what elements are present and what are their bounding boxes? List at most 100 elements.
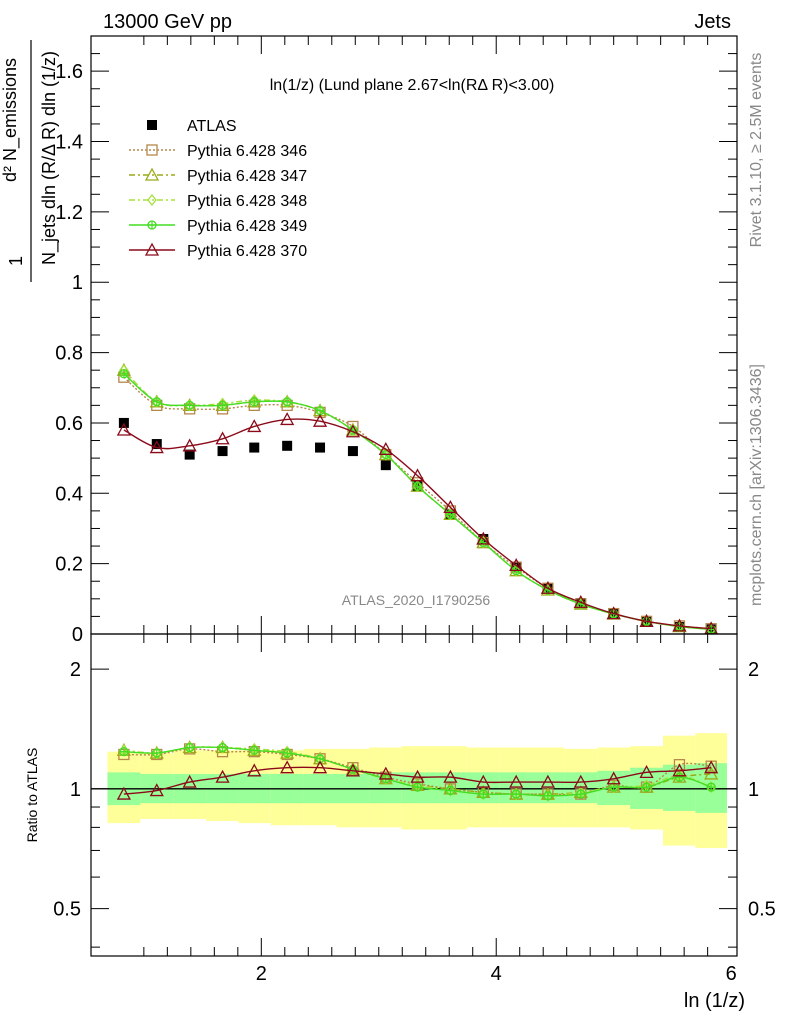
- series-4-point-6: [312, 760, 328, 774]
- series-5-point-15: [606, 606, 621, 620]
- series-4-point-12: [509, 774, 524, 788]
- legend-marker-5: [144, 242, 160, 256]
- series-5-line: [123, 418, 712, 630]
- series-5-point-0: [116, 422, 131, 436]
- marker-cross: [119, 369, 128, 378]
- series-2-point-7: [348, 763, 358, 776]
- series-5-point-2: [182, 438, 197, 452]
- series-4-point-5: [280, 760, 295, 774]
- x-axis-label: ln (1/z): [684, 990, 745, 1012]
- legend-entry-3: Pythia 6.428 348: [129, 193, 307, 210]
- marker-cross: [250, 397, 259, 406]
- ratio-plot: Ratio to ATLAS ln (1/z) 0.5 0.5 1 1 2 2 2 4 6: [24, 633, 776, 1012]
- main-y-tick-label: 0: [72, 624, 83, 646]
- ratio-y-tick-label-right: 1: [748, 779, 759, 801]
- series-2-point-3: [217, 741, 228, 754]
- series-0-point-5: [282, 440, 293, 451]
- series-3-line: [123, 369, 712, 631]
- series-1-point-18: [704, 766, 719, 780]
- ratio-y-tick-label-left: 2: [70, 659, 81, 681]
- marker-cross: [185, 743, 194, 752]
- ratio-series: [116, 740, 719, 802]
- ratio-plot-frame: [90, 633, 738, 957]
- marker-cross: [707, 783, 716, 792]
- series-0-point-1: [151, 439, 162, 450]
- main-y-tick-label: 1.2: [55, 202, 83, 224]
- series-5: [116, 412, 719, 634]
- marker-cross: [148, 221, 156, 229]
- series-4-point-8: [378, 766, 393, 780]
- series-3-point-3: [217, 742, 228, 753]
- series-3: [119, 742, 716, 801]
- series-3-point-13: [543, 791, 553, 801]
- main-y-axis-label: 1 N_jets dln (R/Δ R) dln (1/z) d² N_emis…: [0, 40, 60, 282]
- marker-cross: [479, 790, 488, 799]
- legend-marker-4: [147, 220, 157, 230]
- marker-cross: [152, 397, 161, 406]
- series-2-line: [123, 369, 712, 630]
- series-3-point-16: [641, 782, 652, 792]
- series-5-point-10: [443, 500, 458, 514]
- marker-cross: [576, 790, 585, 799]
- series-4-line: [123, 766, 712, 795]
- marker-cross: [609, 783, 618, 792]
- series-5-point-1: [149, 440, 164, 454]
- ratio-y-tick-label-right: 0.5: [748, 899, 776, 921]
- series-3-point-15: [609, 782, 619, 792]
- series-4-point-10: [445, 509, 456, 520]
- marker-cross: [119, 747, 128, 756]
- series-4-point-15: [606, 771, 621, 785]
- analysis-watermark: ATLAS_2020_I1790256: [342, 592, 491, 608]
- series-4-point-9: [412, 481, 423, 491]
- series-5-point-17: [672, 618, 687, 632]
- ratio-y-axis-label: Ratio to ATLAS: [24, 748, 40, 843]
- main-y-tick-label: 1.4: [55, 132, 83, 154]
- series-0-point-8: [380, 460, 391, 471]
- series-4-point-4: [247, 763, 262, 777]
- series-4-point-18: [704, 760, 719, 774]
- series-5-point-7: [345, 424, 361, 438]
- legend-entry-0: ATLAS: [147, 118, 237, 135]
- ratio-y-tick-label-left: 0.5: [53, 899, 81, 921]
- series-2-point-2: [184, 741, 195, 754]
- series-1-line: [123, 376, 712, 630]
- marker-cross: [543, 791, 552, 800]
- series-4-point-1: [152, 397, 162, 407]
- series-4-point-0: [116, 786, 131, 800]
- marker-cross: [185, 401, 194, 410]
- series-3-point-12: [511, 789, 521, 799]
- legend-marker-0: [147, 120, 157, 130]
- legend-label-4: Pythia 6.428 349: [187, 218, 307, 235]
- series-4-point-13: [540, 774, 555, 788]
- legend-marker-2: [144, 167, 160, 181]
- main-y-tick-label: 0.4: [55, 483, 83, 505]
- series-4-point-17: [672, 763, 687, 777]
- marker-cross: [283, 749, 292, 758]
- x-tick-label: 4: [491, 963, 502, 985]
- legend-entry-5: Pythia 6.428 370: [129, 242, 307, 260]
- series-5-point-4: [247, 419, 262, 433]
- series-0-point-6: [315, 442, 326, 453]
- series-4-point-6: [315, 405, 325, 416]
- series-0-point-3: [217, 446, 228, 457]
- legend-marker-1: [146, 144, 158, 156]
- main-y-tick-label: 1.6: [55, 61, 83, 83]
- marker-cross: [413, 482, 422, 491]
- marker-cross: [283, 397, 292, 406]
- series-0-point-7: [347, 446, 358, 457]
- main-y-tick-label: 0.6: [55, 413, 83, 435]
- series-2-point-15: [608, 781, 619, 794]
- series-5-point-11: [476, 531, 491, 545]
- legend-label-5: Pythia 6.428 370: [187, 243, 307, 260]
- series-4-point-2: [185, 400, 195, 411]
- series-3-point-0: [119, 747, 129, 757]
- marker-cross: [675, 773, 684, 782]
- series-4-point-2: [182, 774, 197, 788]
- x-tick-label: 2: [256, 963, 267, 985]
- legend: ATLAS Pythia 6.428 346 Pythia 6.428 347 Pyt…: [129, 118, 307, 260]
- series-4-point-9: [410, 769, 425, 783]
- series-3-point-5: [282, 748, 292, 758]
- series-2-point-12: [511, 788, 522, 801]
- series-3-point-4: [249, 745, 259, 755]
